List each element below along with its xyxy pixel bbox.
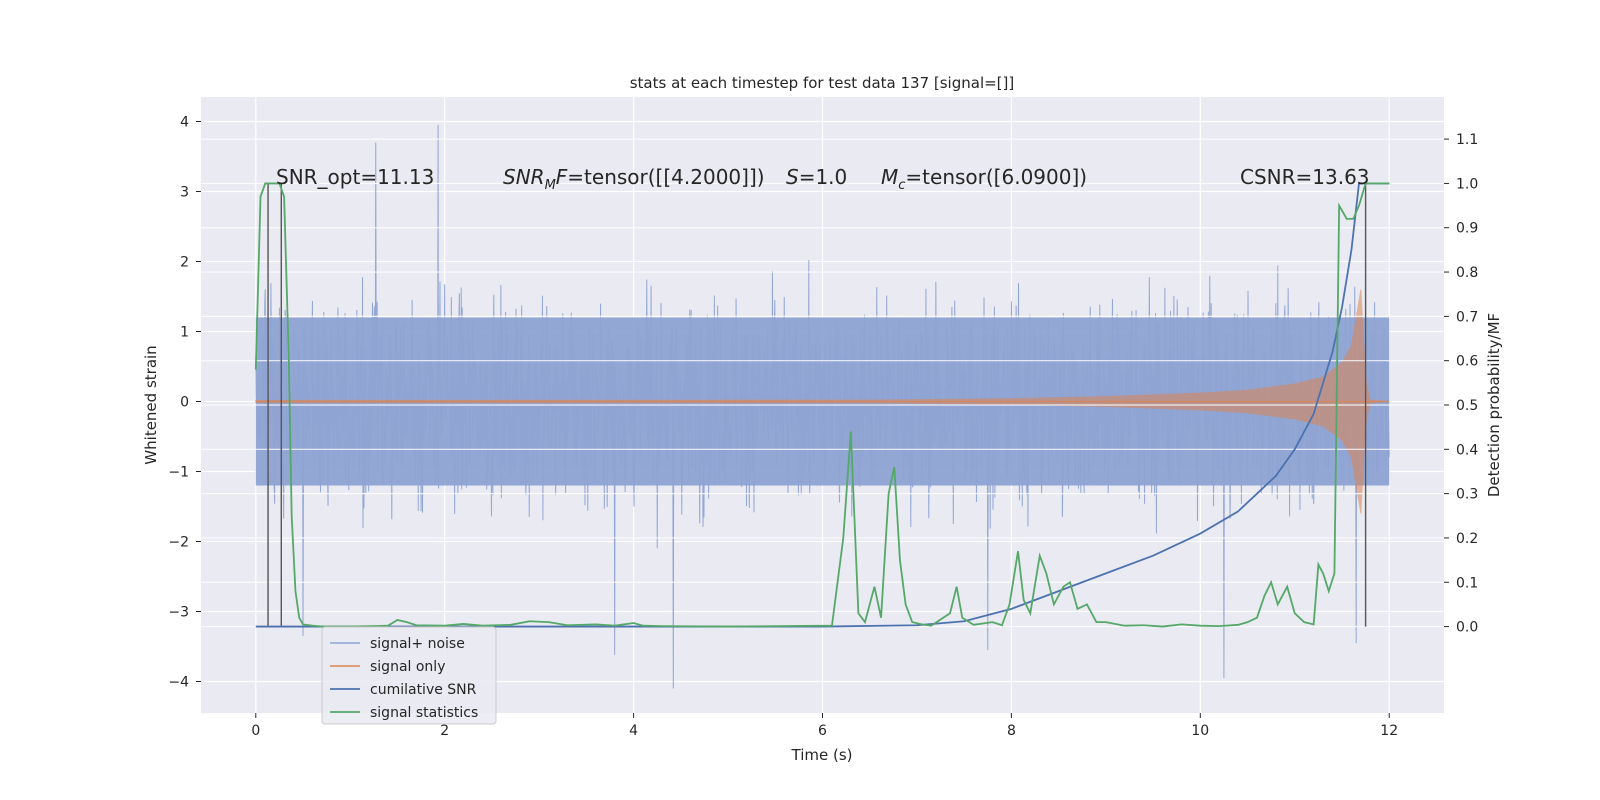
annotation-mc-sub: c <box>898 178 905 193</box>
y-left-tick-label: 4 <box>180 115 189 131</box>
y-right-axis-label: Detection probability/MF <box>1485 313 1503 497</box>
x-tick-label: 0 <box>251 723 260 739</box>
y-right-tick-label: 1.0 <box>1456 176 1478 192</box>
annotation-s-value: =1.0 <box>799 165 848 189</box>
x-tick-label: 4 <box>629 723 638 739</box>
y-right-tick-label: 0.5 <box>1456 398 1478 414</box>
x-tick-label: 12 <box>1380 723 1398 739</box>
y-left-tick-label: −2 <box>168 535 189 551</box>
legend-label: cumilative SNR <box>370 682 477 698</box>
y-right-tick-label: 0.0 <box>1456 620 1478 636</box>
annotations: SNR_opt=11.13 SNRMF=tensor([[4.2000]]) S… <box>276 165 1370 193</box>
annotation-s-label: S <box>786 165 799 189</box>
cumulative-snr-line <box>255 182 1390 628</box>
y-right-tick-label: 0.9 <box>1456 221 1478 237</box>
legend: signal+ noise signal only cumilative SNR si… <box>321 626 497 725</box>
x-axis-label: Time (s) <box>791 746 853 764</box>
y-left-tick-label: 3 <box>180 185 189 201</box>
x-axis-ticks: 0 2 4 6 8 10 12 <box>251 713 1398 739</box>
annotation-mc-label: M <box>881 165 898 189</box>
signal-statistics-line <box>254 182 1390 628</box>
annotation-mc: Mc=tensor([6.0900]) <box>881 165 1087 193</box>
annotation-snr-mf-label2: F <box>556 165 568 189</box>
y-right-tick-label: 0.1 <box>1456 575 1478 591</box>
y-left-tick-label: −4 <box>168 675 189 691</box>
annotation-snr-opt: SNR_opt=11.13 <box>276 165 434 189</box>
y-right-tick-label: 0.4 <box>1456 442 1478 458</box>
annotation-mc-value: =tensor([6.0900]) <box>905 165 1087 189</box>
vertical-markers <box>267 183 1367 627</box>
signal-only-series <box>255 289 1390 514</box>
x-tick-label: 6 <box>818 723 827 739</box>
y-right-tick-label: 0.8 <box>1456 265 1478 281</box>
y-left-tick-label: 1 <box>180 325 189 341</box>
chart-title: stats at each timestep for test data 137… <box>630 74 1015 92</box>
annotation-csnr: CSNR=13.63 <box>1240 165 1370 189</box>
y-right-tick-label: 0.7 <box>1456 309 1478 325</box>
y-left-tick-label: 2 <box>180 255 189 271</box>
annotation-snr-mf-label: SNR <box>503 165 545 189</box>
y-right-tick-label: 1.1 <box>1456 132 1478 148</box>
y-right-tick-label: 0.6 <box>1456 354 1478 370</box>
legend-label: signal statistics <box>370 705 478 721</box>
x-tick-label: 8 <box>1007 723 1016 739</box>
legend-label: signal only <box>370 659 445 675</box>
annotation-snr-mf: SNRMF=tensor([[4.2000]]) <box>503 165 765 193</box>
y-left-tick-label: 0 <box>180 395 189 411</box>
line-series <box>254 182 1390 628</box>
annotation-snr-mf-value: =tensor([[4.2000]]) <box>567 165 764 189</box>
y-left-tick-label: −1 <box>168 465 189 481</box>
legend-label: signal+ noise <box>370 636 465 652</box>
annotation-s: S=1.0 <box>786 165 847 189</box>
x-tick-label: 10 <box>1191 723 1209 739</box>
y-right-tick-label: 0.3 <box>1456 487 1478 503</box>
legend-box <box>321 626 497 725</box>
y-left-axis-label: Whitened strain <box>142 345 160 464</box>
y-left-tick-label: −3 <box>168 605 189 621</box>
y-left-axis-ticks: −4 −3 −2 −1 0 1 2 3 4 <box>168 115 201 691</box>
x-tick-label: 2 <box>440 723 449 739</box>
annotation-snr-mf-sub: M <box>545 178 556 193</box>
y-right-axis-ticks: 0.0 0.1 0.2 0.3 0.4 0.5 0.6 0.7 0.8 0.9 1.0 1.1 <box>1444 132 1478 636</box>
y-right-tick-label: 0.2 <box>1456 531 1478 547</box>
